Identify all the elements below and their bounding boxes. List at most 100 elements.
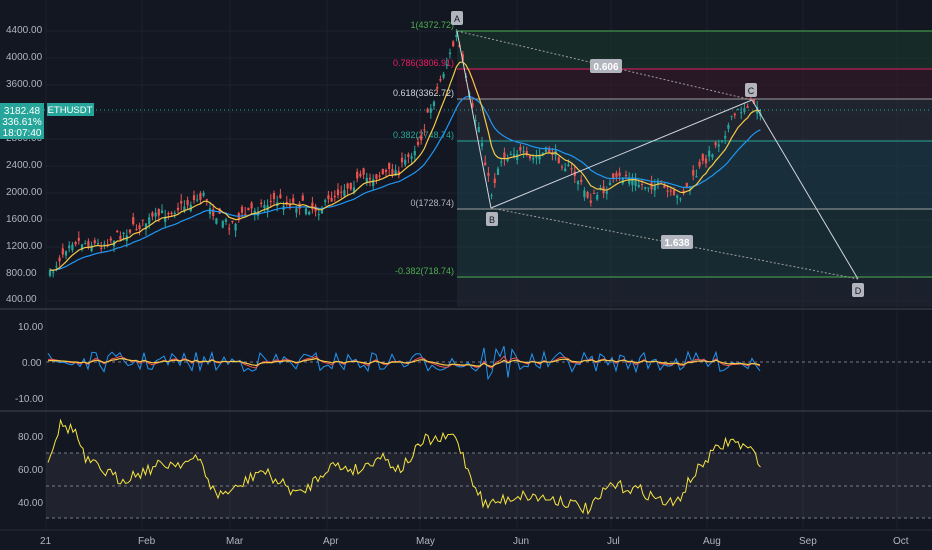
rsi-tick: 60.00 (18, 465, 43, 476)
osc-tick: 10.00 (18, 322, 43, 333)
candle-body (420, 135, 423, 141)
oscillator-pane[interactable]: 10.00 0.00 -10.00 (15, 322, 932, 405)
candle-body (448, 52, 452, 55)
candle-body (93, 240, 96, 244)
candle-body (263, 204, 266, 209)
candle-body (752, 99, 756, 104)
pattern-point-c[interactable]: C (745, 83, 757, 97)
candle-body (333, 195, 336, 198)
fib-label-0618: 0.618(3362.72) (393, 88, 454, 98)
candle-body (624, 174, 628, 177)
point-label-a: A (454, 14, 460, 24)
candle-body (426, 108, 429, 113)
symbol-tag-box (47, 103, 94, 116)
candle-body (202, 192, 205, 196)
symbol-tag: ETHUSDT (48, 105, 93, 116)
candle-body (452, 41, 455, 47)
candle-body (304, 208, 308, 214)
candle-body (423, 129, 426, 131)
candle-body (228, 228, 231, 230)
candle-body (96, 242, 100, 244)
fib-zone-mid (457, 99, 932, 141)
candle-body (106, 244, 109, 246)
candle-body (160, 210, 164, 214)
pattern-point-d[interactable]: D (852, 283, 864, 297)
pattern-line-ab[interactable] (456, 30, 492, 209)
candle-body (311, 202, 314, 210)
price-value: 3182.48 (4, 106, 41, 117)
price-tick: 4400.00 (6, 25, 43, 36)
candle-body (151, 212, 154, 217)
candle-body (580, 179, 583, 182)
candle-body (746, 106, 749, 108)
candle-body (538, 154, 541, 160)
candle-body (388, 162, 391, 169)
candle-body (442, 73, 445, 78)
candle-body (522, 151, 525, 153)
candle-body (100, 247, 103, 249)
time-label: Oct (893, 536, 909, 547)
ratio-label-bd: 1.638 (661, 235, 693, 249)
candle-body (679, 198, 682, 200)
candle-body (250, 202, 253, 209)
candle-body (215, 218, 218, 224)
candle-body (221, 221, 224, 228)
candle-body (285, 201, 288, 203)
abcd-pattern[interactable]: A B C D 0.606 1.638 (451, 11, 864, 297)
candle-body (525, 151, 528, 154)
candle-body (336, 189, 340, 196)
rsi-pane[interactable]: 80.00 60.00 40.00 (18, 418, 932, 519)
fibonacci-retracement[interactable]: 1(4372.72) 0.786(3806.91) 0.618(3362.72)… (393, 20, 932, 307)
fib-zone-top (457, 31, 932, 69)
moving-average-slow (49, 95, 761, 271)
candle-body (103, 244, 106, 246)
candle-body (503, 152, 506, 159)
ratio-text-bd: 1.638 (664, 238, 689, 249)
pattern-line-bc[interactable] (490, 99, 753, 209)
time-axis[interactable]: 21 Feb Mar Apr May Jun Jul Aug Sep Oct (40, 536, 909, 547)
candle-body (711, 154, 714, 158)
fib-zone-bottom (457, 209, 932, 277)
fib-label-0: 0(1728.74) (410, 198, 454, 208)
candle-body (170, 212, 173, 215)
candle-body (122, 232, 125, 235)
candle-body (340, 191, 343, 193)
pattern-point-a[interactable]: A (451, 11, 463, 25)
time-label: Apr (323, 536, 339, 547)
candle-body (135, 229, 138, 231)
candle-body (199, 193, 202, 200)
time-label: Sep (799, 536, 817, 547)
candle-body (650, 182, 653, 190)
candle-body (240, 206, 244, 213)
candle-body (618, 172, 621, 177)
candle-body (212, 209, 215, 216)
candle-body (644, 186, 647, 189)
candle-body (119, 235, 122, 240)
candle-body (128, 229, 132, 233)
candle-body (410, 156, 413, 159)
candle-body (260, 202, 263, 205)
price-pane[interactable]: 1(4372.72) 0.786(3806.91) 0.618(3362.72)… (0, 0, 932, 530)
candle-body (80, 244, 84, 250)
candle-body (196, 199, 199, 201)
candle-body (519, 146, 522, 151)
candle-body (71, 244, 74, 251)
candle-body (77, 237, 80, 241)
candle-body (356, 171, 359, 179)
current-price-label[interactable]: 3182.48 336.61% 18:07:40 ETHUSDT (0, 103, 94, 139)
candle-body (736, 109, 740, 111)
rsi-tick: 80.00 (18, 432, 43, 443)
candle-body (192, 195, 196, 200)
bar-countdown: 18:07:40 (3, 128, 42, 139)
candle-body (109, 238, 112, 241)
candle-body (308, 211, 311, 215)
candle-body (372, 179, 375, 186)
candle-body (698, 161, 701, 167)
pattern-line-cd[interactable] (751, 99, 859, 280)
pattern-point-b[interactable]: B (486, 212, 498, 226)
candle-body (64, 251, 68, 256)
candle-body (205, 199, 208, 201)
price-change: 336.61% (2, 117, 42, 128)
candle-body (68, 245, 71, 249)
